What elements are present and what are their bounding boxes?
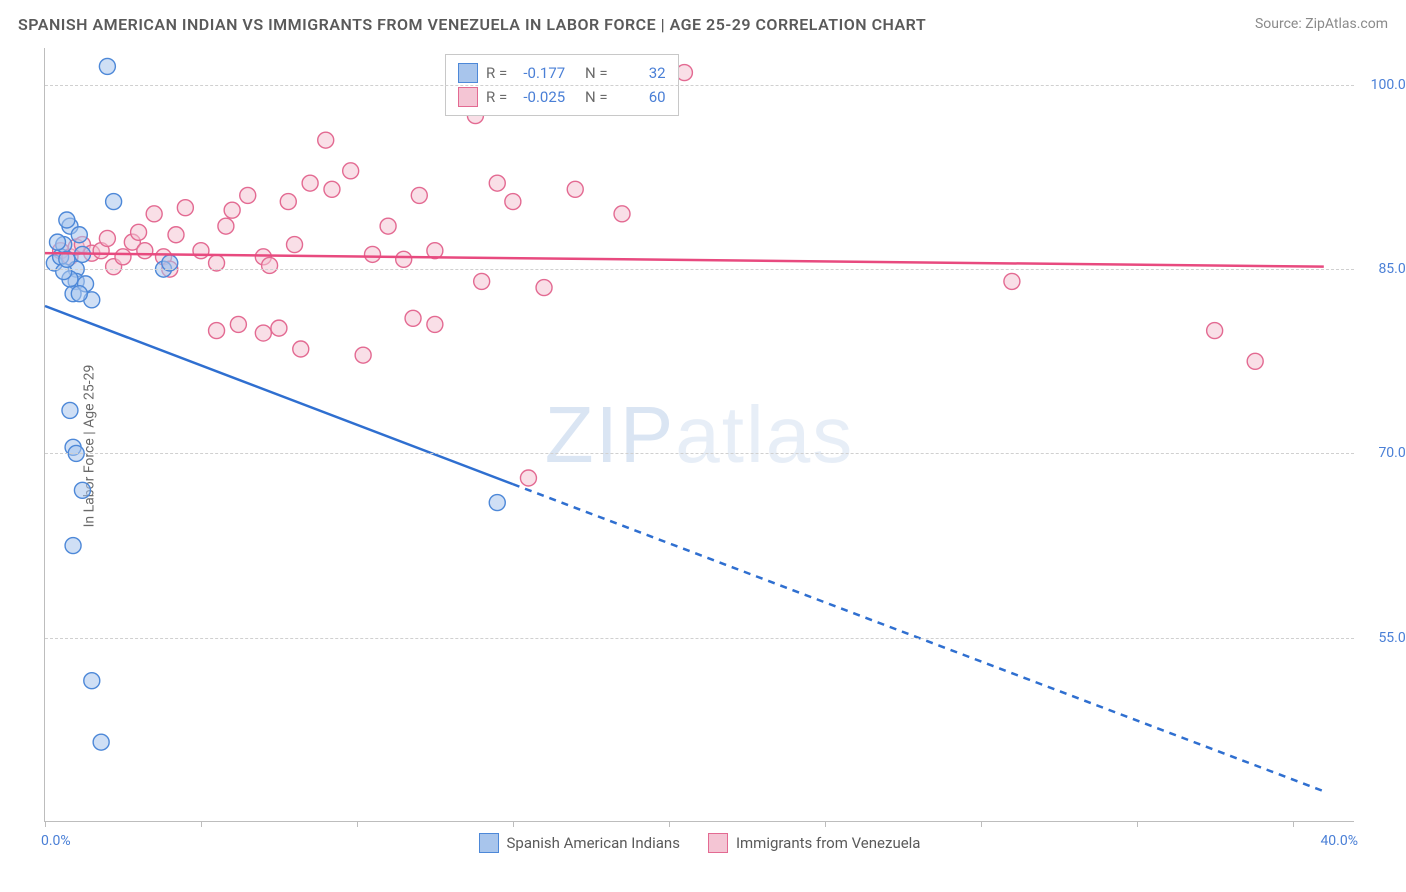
x-end-label: 40.0% (1320, 833, 1358, 849)
data-point (567, 181, 583, 197)
data-point (255, 325, 271, 341)
data-point (365, 246, 381, 262)
swatch-b (458, 87, 478, 107)
r-value-b: -0.025 (515, 85, 565, 109)
data-point (146, 206, 162, 222)
data-point (65, 538, 81, 554)
legend-item-a: Spanish American Indians (479, 833, 680, 853)
gridline-h (45, 269, 1354, 270)
data-point (74, 482, 90, 498)
data-point (536, 280, 552, 296)
x-tick (513, 821, 514, 827)
legend-item-b: Immigrants from Venezuela (708, 833, 921, 853)
swatch-a (458, 63, 478, 83)
data-point (59, 212, 75, 228)
data-point (106, 194, 122, 210)
data-point (474, 273, 490, 289)
data-point (71, 227, 87, 243)
chart-title: SPANISH AMERICAN INDIAN VS IMMIGRANTS FR… (18, 15, 926, 34)
data-point (177, 200, 193, 216)
y-tick-label: 100.0% (1358, 77, 1406, 93)
data-point (302, 175, 318, 191)
data-point (1247, 353, 1263, 369)
data-point (209, 323, 225, 339)
data-point (489, 175, 505, 191)
gridline-h (45, 638, 1354, 639)
x-tick (45, 821, 46, 827)
data-point (99, 58, 115, 74)
gridline-h (45, 453, 1354, 454)
header-bar: SPANISH AMERICAN INDIAN VS IMMIGRANTS FR… (0, 0, 1406, 48)
data-point (293, 341, 309, 357)
r-value-a: -0.177 (515, 61, 565, 85)
data-point (224, 202, 240, 218)
data-point (131, 224, 147, 240)
x-tick (981, 821, 982, 827)
series-legend: Spanish American Indians Immigrants from… (45, 833, 1354, 853)
x-tick (201, 821, 202, 827)
x-tick (1293, 821, 1294, 827)
data-point (343, 163, 359, 179)
gridline-h (45, 85, 1354, 86)
data-point (262, 257, 278, 273)
data-point (137, 243, 153, 259)
data-point (427, 316, 443, 332)
chart-svg (45, 48, 1354, 821)
legend-label-a: Spanish American Indians (507, 834, 680, 852)
data-point (287, 237, 303, 253)
data-point (411, 187, 427, 203)
data-point (355, 347, 371, 363)
data-point (62, 402, 78, 418)
x-start-label: 0.0% (41, 833, 71, 849)
n-label-a: N = (585, 61, 608, 85)
data-point (240, 187, 256, 203)
n-value-a: 32 (616, 61, 666, 85)
plot-area: ZIPatlas R = -0.177 N = 32 R = -0.025 N … (44, 48, 1354, 822)
data-point (489, 495, 505, 511)
data-point (676, 65, 692, 81)
y-tick-label: 85.0% (1358, 261, 1406, 277)
n-value-b: 60 (616, 85, 666, 109)
legend-label-b: Immigrants from Venezuela (736, 834, 921, 852)
data-point (1207, 323, 1223, 339)
data-point (49, 234, 65, 250)
data-point (505, 194, 521, 210)
data-point (520, 470, 536, 486)
y-tick-label: 55.0% (1358, 630, 1406, 646)
r-label-b: R = (486, 85, 507, 109)
data-point (168, 227, 184, 243)
stats-row-a: R = -0.177 N = 32 (458, 61, 666, 85)
source-label: Source: ZipAtlas.com (1255, 16, 1388, 32)
data-point (280, 194, 296, 210)
data-point (324, 181, 340, 197)
stats-row-b: R = -0.025 N = 60 (458, 85, 666, 109)
data-point (405, 310, 421, 326)
legend-swatch-b (708, 833, 728, 853)
data-point (115, 249, 131, 265)
data-point (71, 286, 87, 302)
data-point (271, 320, 287, 336)
data-point (84, 673, 100, 689)
data-point (380, 218, 396, 234)
r-label-a: R = (486, 61, 507, 85)
x-tick (669, 821, 670, 827)
data-point (230, 316, 246, 332)
data-point (99, 230, 115, 246)
x-tick (357, 821, 358, 827)
data-point (218, 218, 234, 234)
data-point (93, 734, 109, 750)
x-tick (1137, 821, 1138, 827)
n-label-b: N = (585, 85, 608, 109)
data-point (193, 243, 209, 259)
y-tick-label: 70.0% (1358, 445, 1406, 461)
x-tick (825, 821, 826, 827)
trend-line (45, 253, 1324, 267)
data-point (614, 206, 630, 222)
data-point (318, 132, 334, 148)
data-point (1004, 273, 1020, 289)
data-point (396, 251, 412, 267)
legend-swatch-a (479, 833, 499, 853)
